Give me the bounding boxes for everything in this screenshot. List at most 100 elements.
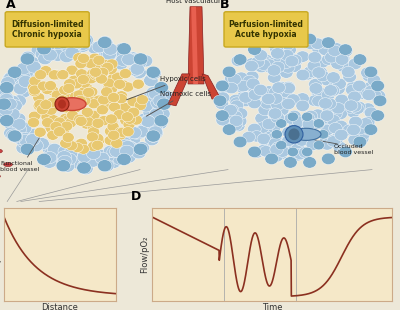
Circle shape <box>302 147 313 157</box>
Circle shape <box>16 71 31 83</box>
Circle shape <box>153 95 167 107</box>
Circle shape <box>331 103 345 114</box>
Circle shape <box>3 73 17 85</box>
Circle shape <box>104 135 116 145</box>
Circle shape <box>276 146 289 157</box>
Circle shape <box>288 54 302 66</box>
Circle shape <box>353 136 367 148</box>
Circle shape <box>254 84 267 96</box>
Circle shape <box>269 143 282 154</box>
Circle shape <box>15 70 29 82</box>
Ellipse shape <box>4 162 12 166</box>
Circle shape <box>346 84 359 96</box>
Circle shape <box>287 146 301 157</box>
Circle shape <box>81 107 93 117</box>
Circle shape <box>279 86 293 98</box>
Circle shape <box>149 91 164 104</box>
Circle shape <box>90 67 102 77</box>
Circle shape <box>121 112 133 122</box>
Circle shape <box>276 119 287 128</box>
Circle shape <box>261 146 275 158</box>
Circle shape <box>246 81 259 92</box>
Circle shape <box>255 61 268 73</box>
Circle shape <box>35 48 50 60</box>
Circle shape <box>326 72 340 83</box>
Polygon shape <box>202 74 220 99</box>
Circle shape <box>98 160 112 172</box>
Circle shape <box>17 80 31 92</box>
Circle shape <box>37 153 51 166</box>
Circle shape <box>132 147 146 159</box>
Circle shape <box>343 71 356 82</box>
Circle shape <box>273 37 287 48</box>
Circle shape <box>43 49 57 61</box>
Circle shape <box>45 40 60 52</box>
Circle shape <box>85 74 97 84</box>
Circle shape <box>78 36 92 48</box>
Circle shape <box>312 67 326 78</box>
Circle shape <box>267 150 281 162</box>
Circle shape <box>327 136 340 147</box>
Circle shape <box>98 36 112 48</box>
Circle shape <box>268 72 281 83</box>
Circle shape <box>149 108 164 120</box>
Circle shape <box>8 130 22 142</box>
Circle shape <box>113 153 127 165</box>
Circle shape <box>4 72 18 84</box>
Circle shape <box>57 151 72 163</box>
Circle shape <box>93 135 105 145</box>
Circle shape <box>79 96 91 106</box>
Text: D: D <box>130 190 141 203</box>
Circle shape <box>80 119 92 129</box>
Circle shape <box>262 93 275 104</box>
Circle shape <box>62 147 76 159</box>
Circle shape <box>119 69 131 79</box>
Circle shape <box>52 38 66 51</box>
Circle shape <box>258 104 272 116</box>
Circle shape <box>239 95 252 107</box>
Circle shape <box>16 63 31 75</box>
Circle shape <box>311 118 325 130</box>
Circle shape <box>119 103 131 113</box>
Circle shape <box>120 145 134 157</box>
Circle shape <box>116 136 130 148</box>
Circle shape <box>51 40 66 52</box>
Circle shape <box>298 116 312 128</box>
Circle shape <box>264 139 278 150</box>
Circle shape <box>368 90 382 101</box>
Circle shape <box>29 140 43 152</box>
Circle shape <box>82 87 94 97</box>
Circle shape <box>42 117 54 128</box>
Circle shape <box>34 70 46 80</box>
Circle shape <box>323 98 336 109</box>
Circle shape <box>28 68 42 80</box>
Circle shape <box>108 130 120 140</box>
Circle shape <box>8 129 23 141</box>
Circle shape <box>141 115 155 127</box>
Circle shape <box>76 40 90 52</box>
Circle shape <box>106 156 121 168</box>
Circle shape <box>283 44 296 55</box>
Circle shape <box>100 160 114 172</box>
Circle shape <box>122 151 136 163</box>
Circle shape <box>257 144 270 156</box>
Circle shape <box>312 91 326 102</box>
Circle shape <box>39 109 51 119</box>
Circle shape <box>98 116 110 126</box>
Circle shape <box>265 153 278 165</box>
Circle shape <box>22 73 37 85</box>
Circle shape <box>57 95 69 105</box>
Circle shape <box>234 108 248 119</box>
Circle shape <box>0 98 11 110</box>
Circle shape <box>329 42 343 54</box>
Circle shape <box>149 88 163 100</box>
Circle shape <box>77 34 91 46</box>
Circle shape <box>355 88 369 99</box>
Circle shape <box>136 95 148 105</box>
Circle shape <box>265 37 278 48</box>
Circle shape <box>19 134 33 146</box>
Circle shape <box>349 116 362 128</box>
Circle shape <box>106 59 118 69</box>
Circle shape <box>26 134 40 146</box>
Circle shape <box>107 146 121 158</box>
